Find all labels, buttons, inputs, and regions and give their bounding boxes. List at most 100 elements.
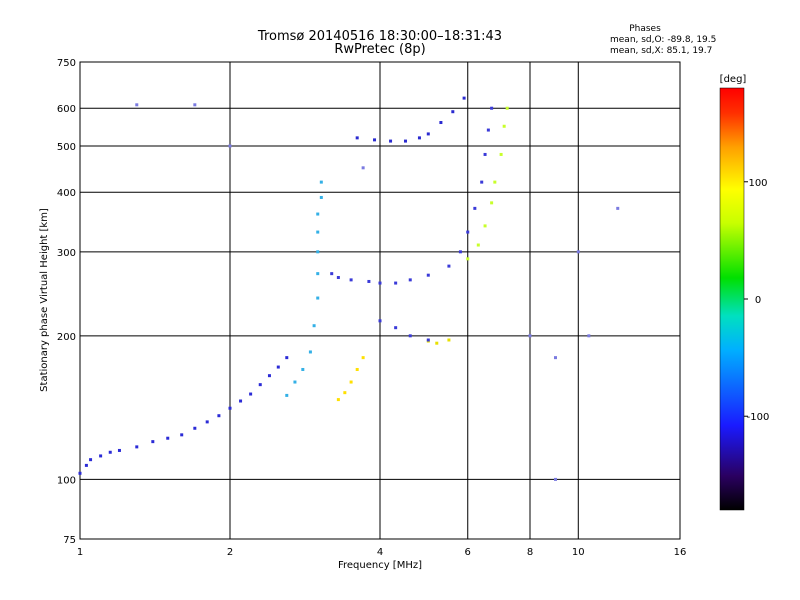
x-tick-label: 1 (77, 547, 83, 558)
colorbar-ticks: 100 0 -100 (744, 178, 769, 423)
x-tick-label: 2 (227, 547, 233, 558)
data-point (480, 180, 484, 184)
data-point (84, 463, 88, 467)
data-point (378, 281, 382, 285)
data-point (417, 136, 421, 140)
data-point (349, 380, 353, 384)
data-point (367, 279, 371, 283)
data-point (408, 278, 412, 282)
data-point (528, 334, 532, 338)
x-tick-label: 6 (465, 547, 471, 558)
data-point (258, 383, 262, 387)
data-point (276, 365, 280, 369)
data-point (316, 212, 320, 216)
colorbar-tick-label: -100 (747, 412, 770, 423)
data-point (426, 132, 430, 136)
data-point (349, 278, 353, 282)
data-point (239, 399, 243, 403)
data-point (378, 319, 382, 323)
data-point (135, 103, 139, 107)
data-point (473, 206, 477, 210)
data-point (355, 367, 359, 371)
data-point (316, 250, 320, 254)
data-point (228, 406, 232, 410)
data-point (89, 458, 93, 462)
colorbar: [deg] 100 0 -100 (720, 74, 769, 511)
y-tick-label: 400 (57, 188, 76, 199)
data-point (319, 180, 323, 184)
data-point (476, 243, 480, 247)
data-point (166, 436, 170, 440)
plot-area: 1 2 4 6 8 10 16 75 100 200 300 400 500 600 750 (57, 58, 686, 558)
data-point (228, 144, 232, 148)
data-point (451, 110, 455, 114)
colorbar-label: [deg] (720, 74, 747, 85)
data-point (466, 257, 470, 261)
data-point (458, 250, 462, 254)
data-point (389, 139, 393, 143)
data-point (490, 201, 494, 205)
data-point (426, 338, 430, 342)
x-axis-label: Frequency [MHz] (338, 560, 422, 571)
data-point (483, 152, 487, 156)
y-tick-label: 200 (57, 332, 76, 343)
legend-title: Phases (629, 24, 661, 34)
data-point (249, 392, 253, 396)
data-point (502, 124, 506, 128)
data-point (193, 426, 197, 430)
data-point (394, 326, 398, 330)
data-point (403, 139, 407, 143)
data-point (486, 128, 490, 132)
data-point (408, 334, 412, 338)
colorbar-tick-label: 100 (748, 178, 767, 189)
data-point (616, 206, 620, 210)
data-point (316, 296, 320, 300)
data-point (483, 224, 487, 228)
grid (80, 62, 680, 539)
data-point (316, 230, 320, 234)
data-point (301, 367, 305, 371)
data-point (193, 103, 197, 107)
data-point (108, 450, 112, 454)
data-point (553, 356, 557, 360)
y-tick-label: 500 (57, 142, 76, 153)
x-tick-label: 8 (527, 547, 533, 558)
legend-line-o: mean, sd,O: -89.8, 19.5 (610, 35, 716, 45)
data-point (490, 106, 494, 110)
y-axis-label: Stationary phase Virtual Height [km] (39, 208, 50, 392)
data-point (435, 341, 439, 345)
data-point (493, 180, 497, 184)
legend-line-x: mean, sd,X: 85.1, 19.7 (610, 46, 712, 56)
data-point (355, 136, 359, 140)
data-point (587, 334, 591, 338)
data-point (394, 281, 398, 285)
data-point (576, 250, 580, 254)
data-point (267, 374, 271, 378)
data-point (99, 454, 103, 458)
data-point (180, 433, 184, 437)
data-point (330, 272, 334, 276)
data-point (499, 152, 503, 156)
x-tick-label: 10 (572, 547, 585, 558)
x-axis-ticks: 1 2 4 6 8 10 16 (77, 547, 687, 558)
y-tick-label: 750 (57, 58, 76, 69)
data-point (447, 338, 451, 342)
chart-subtitle: RwPretec (8p) (334, 42, 425, 57)
chart-title: Tromsø 20140516 18:30:00–18:31:43 (257, 29, 502, 44)
data-point (308, 350, 312, 354)
data-point (117, 448, 121, 452)
colorbar-tick-label: 0 (755, 295, 761, 306)
data-point (285, 356, 289, 360)
data-point (285, 393, 289, 397)
data-point (217, 414, 221, 418)
data-point (361, 166, 365, 170)
data-point (336, 276, 340, 280)
data-point (462, 96, 466, 100)
data-point (78, 471, 82, 475)
y-tick-label: 100 (57, 475, 76, 486)
x-tick-label: 16 (674, 547, 687, 558)
scatter-points (78, 96, 620, 481)
data-point (319, 195, 323, 199)
data-point (447, 264, 451, 268)
